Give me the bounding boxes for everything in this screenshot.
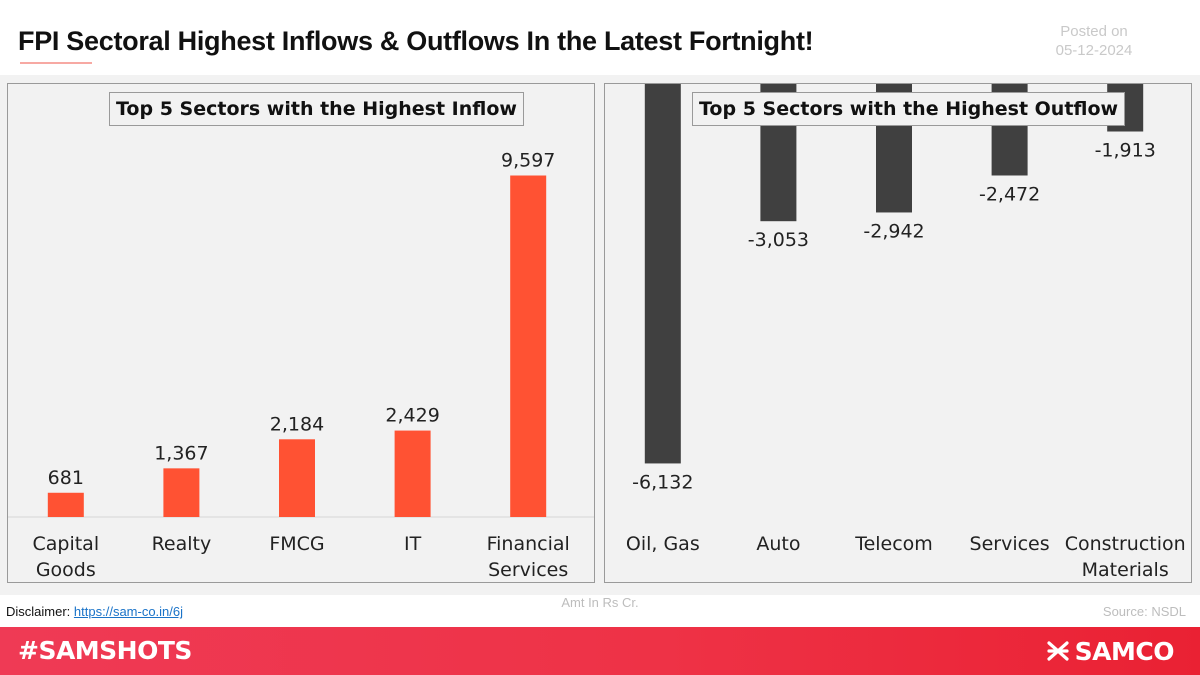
data-label-2: -2,942 (863, 220, 924, 242)
data-label-4: 9,597 (501, 150, 555, 172)
hashtag-label: #SAMSHOTS (18, 636, 192, 665)
bar-2 (279, 439, 315, 517)
data-label-0: 681 (48, 467, 84, 489)
category-label-0: Capital (32, 533, 99, 555)
unit-note: Amt In Rs Cr. (561, 595, 639, 610)
category-label-0: Oil, Gas (626, 533, 700, 555)
data-label-1: -3,053 (748, 229, 809, 251)
disclaimer-label: Disclaimer: (6, 604, 71, 619)
page-title: FPI Sectoral Highest Inflows & Outflows … (18, 26, 814, 56)
source-note: Source: NSDL (1102, 604, 1186, 619)
data-label-3: 2,429 (385, 405, 439, 427)
charts-area: 681 Capital Goods 1,367 Realty 2,184 FMCG 2,429… (0, 75, 1200, 595)
brand-bar: #SAMSHOTS SAMCO (0, 627, 1200, 675)
category-label-4: Construction (1065, 533, 1186, 555)
samco-logo: SAMCO (1045, 636, 1175, 666)
data-label-1: 1,367 (154, 442, 208, 464)
category-label-4: Financial (487, 533, 570, 555)
outflow-chart-panel: -6,132 Oil, Gas -3,053 Auto -2,942 Telecom -2,… (604, 83, 1192, 583)
data-label-2: 2,184 (270, 413, 324, 435)
outflow-chart: -6,132 Oil, Gas -3,053 Auto -2,942 Telecom -2,… (626, 84, 1186, 581)
footer: Disclaimer: https://sam-co.in/6j Amt In … (0, 595, 1200, 627)
bar-3 (394, 430, 431, 517)
category-label-3: IT (404, 533, 422, 555)
data-label-4: -1,913 (1095, 140, 1156, 162)
bar-0 (644, 84, 681, 464)
category-label-4: Services (488, 559, 568, 581)
category-label-2: FMCG (269, 533, 324, 555)
category-label-3: Services (970, 533, 1050, 555)
data-label-0: -6,132 (632, 471, 693, 493)
inflow-chart-panel: 681 Capital Goods 1,367 Realty 2,184 FMCG 2,429… (7, 83, 595, 583)
disclaimer: Disclaimer: https://sam-co.in/6j (6, 604, 183, 619)
category-label-1: Auto (756, 533, 800, 555)
data-label-3: -2,472 (979, 183, 1040, 205)
posted-date: 05-12-2024 (1055, 42, 1133, 59)
bar-0 (47, 492, 84, 517)
inflow-chart-title: Top 5 Sectors with the Highest Inflow (109, 92, 524, 126)
outflow-chart-title: Top 5 Sectors with the Highest Outflow (692, 92, 1126, 126)
samco-logo-icon (1047, 641, 1069, 661)
posted-info: Posted on 05-12-2024 (1034, 22, 1154, 60)
disclaimer-link[interactable]: https://sam-co.in/6j (73, 604, 184, 619)
logo-text: SAMCO (1074, 636, 1175, 666)
bar-1 (163, 468, 200, 517)
category-label-1: Realty (152, 533, 212, 555)
title-underline (20, 62, 92, 64)
posted-label: Posted on (1060, 23, 1128, 40)
category-label-0: Goods (36, 559, 96, 581)
header: FPI Sectoral Highest Inflows & Outflows … (0, 0, 1200, 75)
bar-4 (510, 175, 547, 517)
inflow-chart: 681 Capital Goods 1,367 Realty 2,184 FMCG 2,429… (8, 150, 594, 581)
category-label-4: Materials (1082, 559, 1169, 581)
category-label-2: Telecom (854, 533, 933, 555)
